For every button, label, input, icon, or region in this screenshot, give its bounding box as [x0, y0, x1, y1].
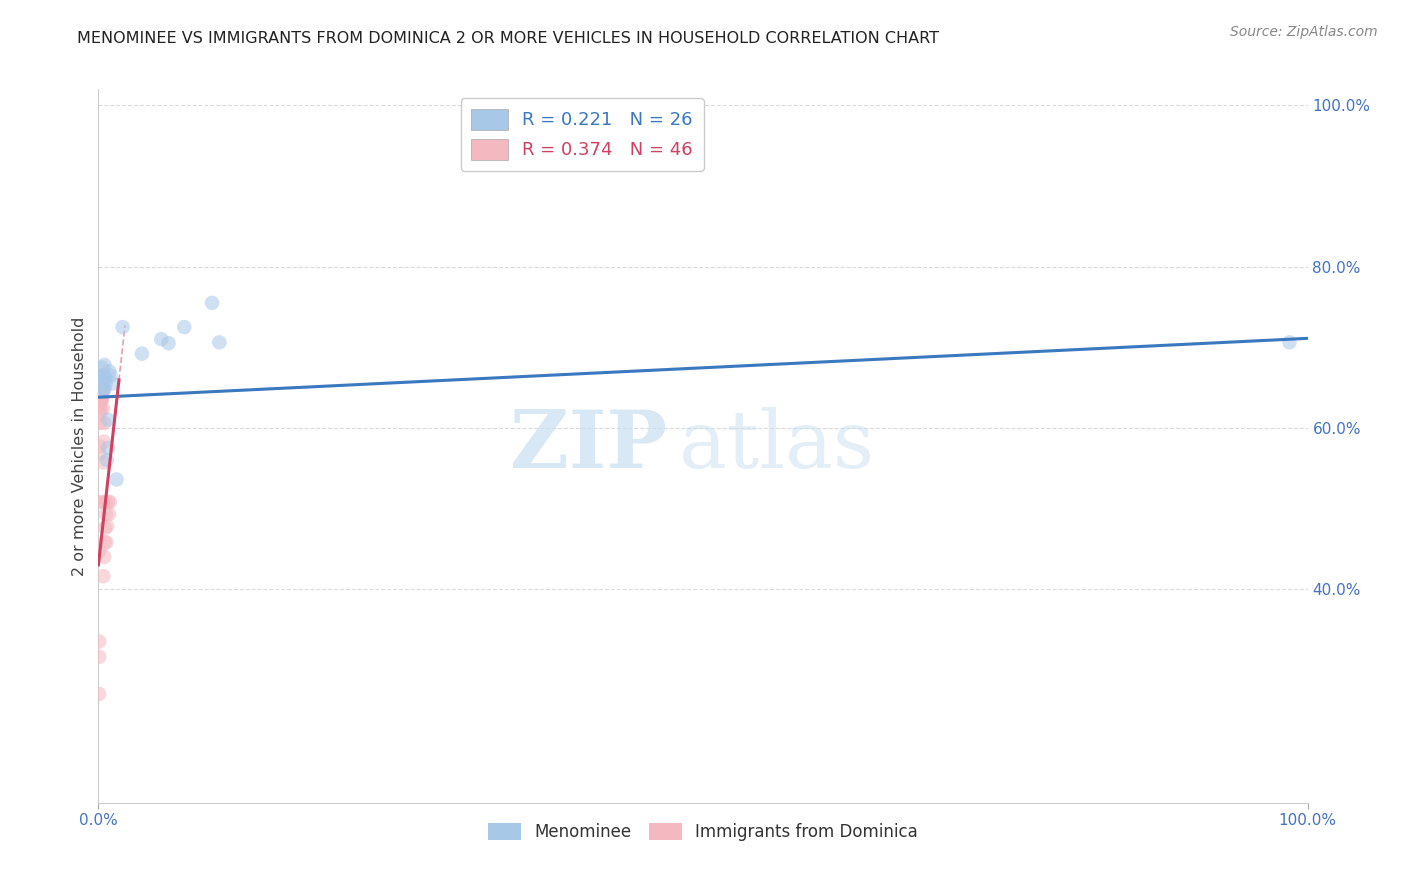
Point [91, 401, 114, 416]
Point [89, 392, 111, 406]
Point [93, 434, 115, 449]
Y-axis label: 2 or more Vehicles in Household: 2 or more Vehicles in Household [72, 317, 87, 575]
Point [1278, 335, 1301, 350]
Point [98, 364, 121, 378]
Point [105, 473, 128, 487]
Point [97, 441, 120, 455]
Text: ZIP: ZIP [510, 407, 666, 485]
Point [93, 358, 115, 372]
Point [90, 392, 112, 406]
Point [173, 320, 195, 334]
Point [91, 382, 114, 396]
Point [93, 495, 115, 509]
Point [93, 456, 115, 470]
Point [150, 332, 173, 346]
Point [90, 387, 112, 401]
Point [91, 368, 114, 383]
Point [90, 382, 112, 396]
Point [94, 521, 117, 535]
Point [93, 416, 115, 430]
Point [91, 382, 114, 396]
Point [94, 372, 117, 386]
Point [97, 413, 120, 427]
Point [89, 447, 111, 461]
Point [91, 374, 114, 388]
Point [94, 507, 117, 521]
Point [89, 397, 111, 411]
Point [89, 649, 111, 664]
Point [98, 495, 121, 509]
Point [87, 687, 110, 701]
Point [97, 507, 120, 521]
Point [90, 392, 112, 406]
Point [93, 368, 115, 383]
Point [90, 382, 112, 396]
Point [90, 392, 112, 406]
Text: Source: ZipAtlas.com: Source: ZipAtlas.com [1230, 25, 1378, 39]
Point [91, 368, 114, 383]
Text: MENOMINEE VS IMMIGRANTS FROM DOMINICA 2 OR MORE VEHICLES IN HOUSEHOLD CORRELATIO: MENOMINEE VS IMMIGRANTS FROM DOMINICA 2 … [77, 31, 939, 46]
Point [89, 401, 111, 416]
Point [89, 439, 111, 453]
Point [93, 535, 115, 549]
Point [94, 495, 117, 509]
Point [100, 368, 122, 383]
Point [96, 453, 118, 467]
Point [131, 346, 153, 360]
Legend: Menominee, Immigrants from Dominica: Menominee, Immigrants from Dominica [481, 816, 925, 848]
Point [91, 569, 114, 583]
Point [111, 320, 134, 334]
Point [91, 382, 114, 396]
Point [90, 382, 112, 396]
Point [91, 380, 114, 394]
Point [93, 382, 115, 396]
Point [90, 387, 112, 401]
Point [89, 544, 111, 558]
Point [90, 401, 112, 416]
Text: atlas: atlas [679, 407, 875, 485]
Point [91, 382, 114, 396]
Point [89, 392, 111, 406]
Point [89, 416, 111, 430]
Point [91, 360, 114, 375]
Point [157, 336, 180, 351]
Point [91, 384, 114, 399]
Point [90, 392, 112, 406]
Point [90, 382, 112, 396]
Point [201, 296, 224, 310]
Point [89, 634, 111, 648]
Point [91, 392, 114, 406]
Point [208, 335, 231, 350]
Point [97, 495, 120, 509]
Point [96, 535, 118, 549]
Point [91, 382, 114, 396]
Point [101, 376, 124, 391]
Point [94, 376, 117, 391]
Point [89, 406, 111, 420]
Point [93, 549, 115, 564]
Point [96, 519, 118, 533]
Point [89, 495, 111, 509]
